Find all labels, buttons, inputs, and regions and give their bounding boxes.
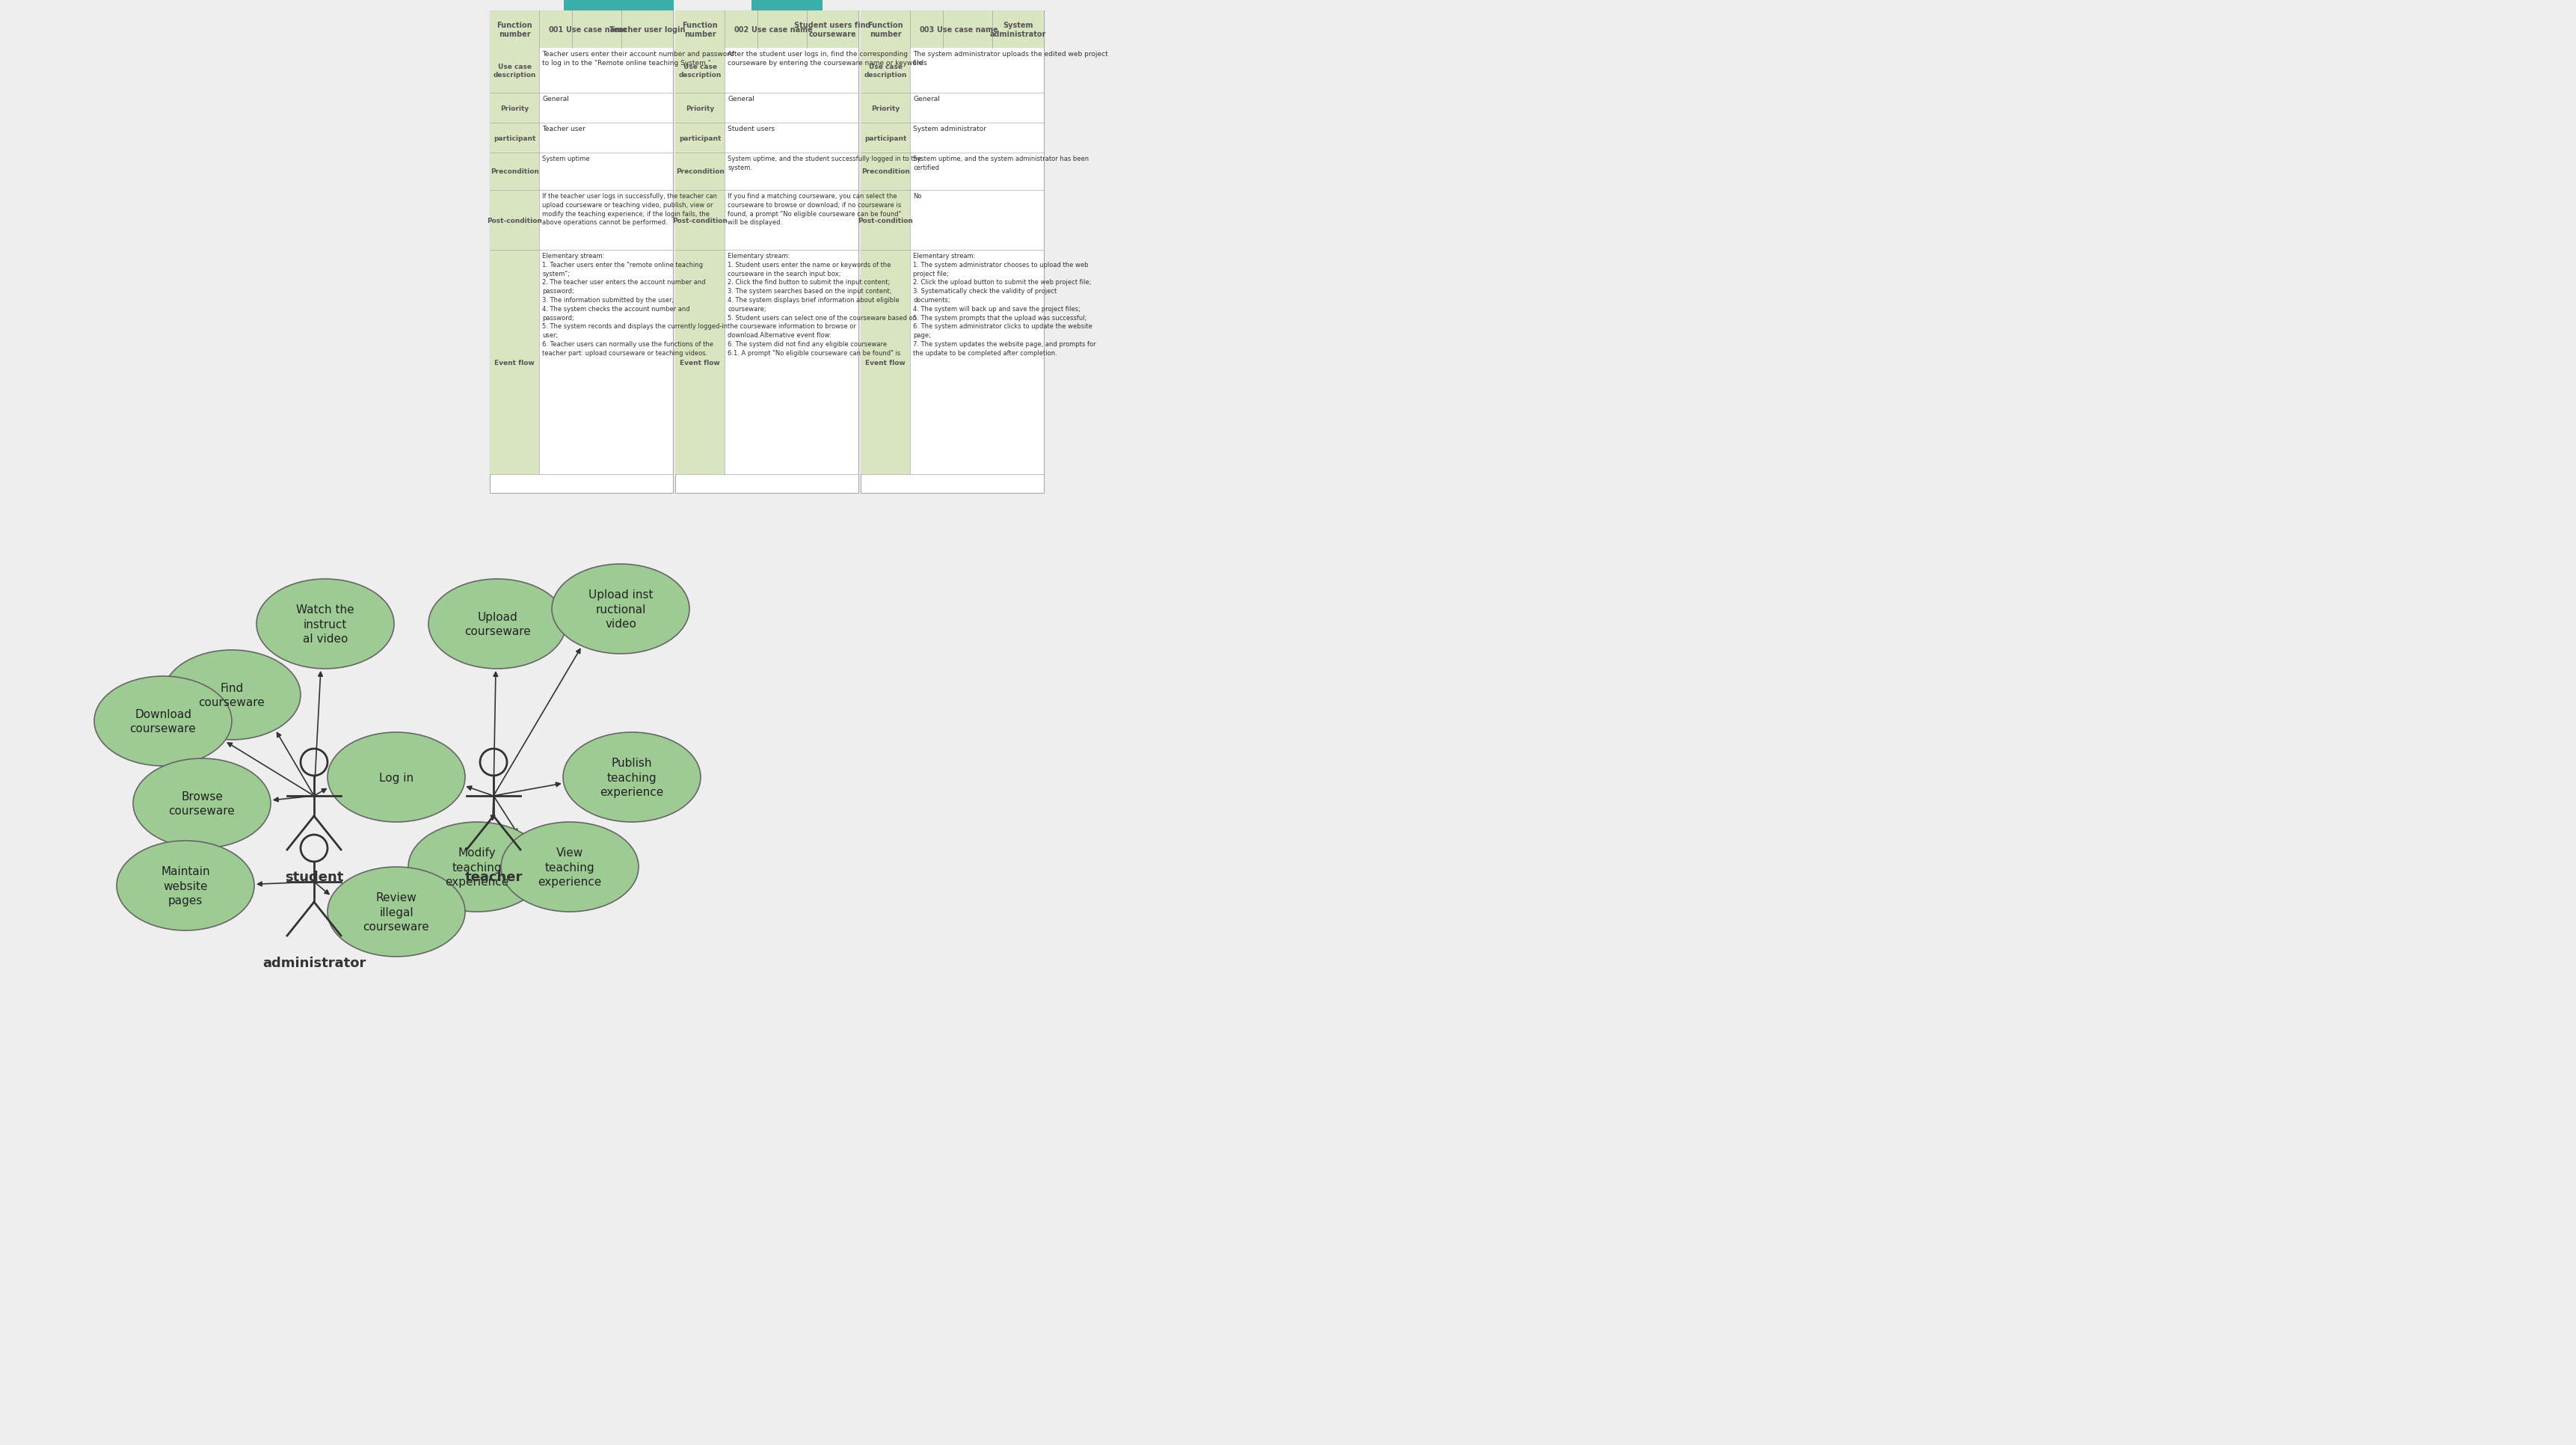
FancyBboxPatch shape (675, 12, 858, 493)
Text: System
administrator: System administrator (989, 22, 1046, 38)
Text: No: No (912, 192, 922, 199)
Text: Priority: Priority (500, 105, 528, 111)
Text: Event flow: Event flow (866, 360, 907, 366)
Text: Precondition: Precondition (489, 169, 538, 175)
FancyBboxPatch shape (489, 123, 538, 153)
Text: 003: 003 (920, 26, 935, 33)
FancyBboxPatch shape (564, 0, 675, 13)
FancyBboxPatch shape (489, 250, 538, 475)
Text: Student users find
courseware: Student users find courseware (793, 22, 871, 38)
FancyBboxPatch shape (860, 191, 909, 250)
Text: After the student user logs in, find the corresponding
courseware by entering th: After the student user logs in, find the… (726, 51, 927, 66)
Text: Priority: Priority (685, 105, 714, 111)
Text: participant: participant (495, 134, 536, 142)
Text: If you find a matching courseware, you can select the
courseware to browse or do: If you find a matching courseware, you c… (726, 192, 902, 225)
FancyBboxPatch shape (860, 12, 1043, 493)
Text: Student users: Student users (726, 126, 775, 133)
Text: Priority: Priority (871, 105, 899, 111)
FancyBboxPatch shape (860, 49, 909, 94)
Text: Precondition: Precondition (675, 169, 724, 175)
Text: participant: participant (866, 134, 907, 142)
Text: System uptime, and the student successfully logged in to the
system.: System uptime, and the student successfu… (726, 156, 922, 171)
Text: 001: 001 (549, 26, 564, 33)
Text: Use case name: Use case name (938, 26, 999, 33)
FancyBboxPatch shape (752, 0, 822, 13)
FancyBboxPatch shape (489, 12, 672, 49)
Text: Precondition: Precondition (860, 169, 909, 175)
Text: Function
number: Function number (683, 22, 719, 38)
FancyBboxPatch shape (675, 12, 858, 49)
Text: Use case
description: Use case description (677, 64, 721, 78)
Text: Use case name: Use case name (752, 26, 814, 33)
Text: The system administrator uploads the edited web project
file: The system administrator uploads the edi… (912, 51, 1108, 66)
Text: Event flow: Event flow (680, 360, 721, 366)
FancyBboxPatch shape (860, 250, 909, 475)
Text: General: General (912, 95, 940, 103)
Text: Use case
description: Use case description (492, 64, 536, 78)
Text: General: General (541, 95, 569, 103)
Text: Teacher user login: Teacher user login (611, 26, 685, 33)
FancyBboxPatch shape (489, 191, 538, 250)
FancyBboxPatch shape (860, 123, 909, 153)
FancyBboxPatch shape (860, 12, 1043, 49)
Text: Use case
description: Use case description (863, 64, 907, 78)
Text: System administrator: System administrator (912, 126, 987, 133)
Text: Use case name: Use case name (567, 26, 629, 33)
FancyBboxPatch shape (489, 49, 538, 94)
Text: Post-condition: Post-condition (672, 217, 726, 224)
Text: Elementary stream:
1. The system administrator chooses to upload the web
project: Elementary stream: 1. The system adminis… (912, 253, 1095, 357)
Text: Teacher user: Teacher user (541, 126, 585, 133)
FancyBboxPatch shape (489, 153, 538, 191)
FancyBboxPatch shape (489, 94, 538, 123)
FancyBboxPatch shape (675, 49, 724, 94)
Text: Post-condition: Post-condition (487, 217, 541, 224)
Text: Function
number: Function number (497, 22, 533, 38)
Text: 002: 002 (734, 26, 750, 33)
Text: System uptime: System uptime (541, 156, 590, 162)
Text: Function
number: Function number (868, 22, 904, 38)
Text: Elementary stream:
1. Student users enter the name or keywords of the
courseware: Elementary stream: 1. Student users ente… (726, 253, 917, 357)
Text: General: General (726, 95, 755, 103)
FancyBboxPatch shape (489, 12, 672, 493)
FancyBboxPatch shape (675, 123, 724, 153)
FancyBboxPatch shape (675, 153, 724, 191)
Text: Teacher users enter their account number and password
to log in to the "Remote o: Teacher users enter their account number… (541, 51, 734, 66)
Text: Post-condition: Post-condition (858, 217, 912, 224)
FancyBboxPatch shape (675, 250, 724, 475)
FancyBboxPatch shape (675, 191, 724, 250)
FancyBboxPatch shape (860, 94, 909, 123)
FancyBboxPatch shape (860, 153, 909, 191)
FancyBboxPatch shape (675, 94, 724, 123)
Text: If the teacher user logs in successfully, the teacher can
upload courseware or t: If the teacher user logs in successfully… (541, 192, 716, 225)
Text: Elementary stream:
1. Teacher users enter the "remote online teaching
system";
2: Elementary stream: 1. Teacher users ente… (541, 253, 729, 357)
Text: participant: participant (680, 134, 721, 142)
Text: Event flow: Event flow (495, 360, 536, 366)
Text: System uptime, and the system administrator has been
certified: System uptime, and the system administra… (912, 156, 1090, 171)
